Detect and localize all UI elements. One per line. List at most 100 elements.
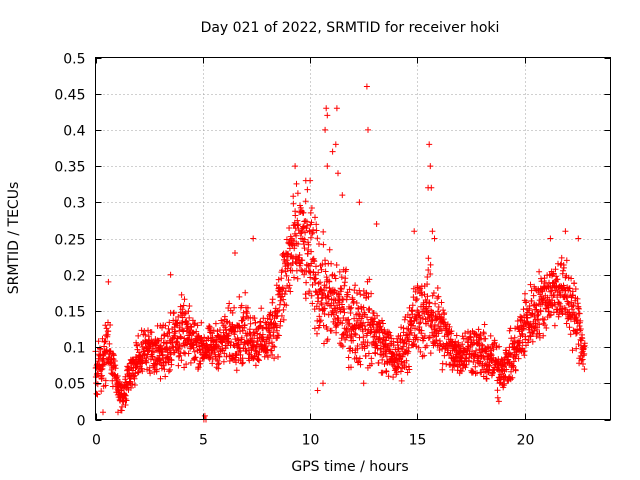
data-point [293,232,300,239]
data-point [300,223,307,230]
data-point [531,327,537,334]
data-point [435,330,442,337]
data-point [370,324,377,331]
data-point [355,358,362,365]
data-point [157,342,164,349]
data-point [578,357,585,364]
data-point [479,342,486,349]
data-point [244,304,251,311]
data-point [562,228,569,235]
data-point [328,327,335,334]
data-point [540,332,547,339]
data-point [353,300,360,306]
data-point [209,330,215,337]
data-point [537,308,544,315]
x-tick-label: 20 [517,433,535,449]
data-point [304,261,310,268]
data-point [323,105,330,112]
data-point [236,293,243,300]
data-point [195,364,202,371]
data-point [311,258,318,265]
data-point [283,302,290,309]
data-point [427,261,434,268]
data-point [142,332,149,338]
data-point [168,357,175,364]
data-point [216,353,223,360]
data-point [308,292,315,299]
data-point [428,323,435,330]
data-point [220,358,227,365]
data-point [300,241,307,248]
data-point [307,209,314,216]
data-point [431,321,438,328]
data-point [432,300,439,307]
x-tick-label: 10 [302,433,320,449]
data-point [356,355,363,362]
data-point [572,286,579,292]
data-point [99,356,106,363]
data-point [406,366,413,373]
data-point [503,366,510,373]
data-point [106,340,113,347]
data-point [325,296,332,302]
data-point [520,348,527,355]
data-point [398,358,405,365]
data-point [399,346,406,352]
data-point [529,310,536,317]
data-point [193,328,200,335]
data-point [567,316,574,323]
data-point [112,365,119,372]
data-point [405,344,412,351]
data-point [459,341,466,348]
data-point [350,298,357,305]
data-point [292,212,299,219]
data-point [318,301,325,308]
data-point [304,222,311,229]
data-point [490,346,497,353]
data-point [424,293,431,300]
data-point [269,343,276,350]
grid [95,57,611,420]
data-point [283,272,290,279]
data-point [246,326,253,333]
data-point [180,327,187,334]
data-point [397,368,404,375]
data-point [379,317,385,324]
data-point [581,366,588,373]
data-point [426,299,433,306]
data-point [212,320,219,327]
data-point [313,227,320,234]
data-point [98,388,105,395]
data-point [342,336,349,343]
data-point [187,323,194,330]
data-point [434,285,441,291]
data-point [390,374,397,381]
data-point [507,359,513,366]
data-point [336,268,343,275]
data-point [275,276,282,283]
data-point [383,368,390,375]
data-point [368,360,375,367]
data-point [131,375,138,382]
data-point [314,235,321,242]
data-point [399,353,406,360]
data-point [107,322,114,328]
data-point [509,362,516,369]
data-point [348,333,355,340]
data-point [527,281,534,288]
data-point [368,355,375,362]
data-point [232,250,238,256]
data-point [95,338,102,345]
data-point [128,384,134,391]
data-point [333,262,340,268]
data-point [395,345,402,351]
data-point [547,235,554,242]
data-point [531,313,538,320]
data-point [495,398,502,405]
data-point [321,305,328,312]
data-point [114,373,121,379]
data-point [201,334,208,341]
data-point [577,317,584,324]
data-point [443,361,450,368]
data-point [428,184,435,191]
